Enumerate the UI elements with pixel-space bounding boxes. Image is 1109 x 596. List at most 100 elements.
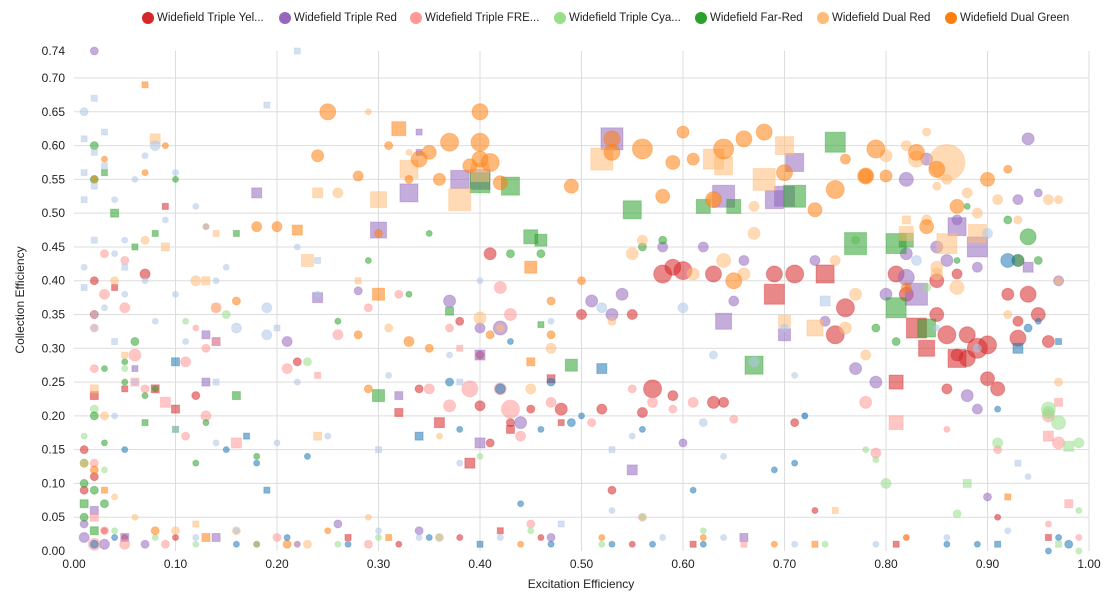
data-point[interactable] [860, 349, 872, 361]
data-point[interactable] [697, 241, 709, 253]
data-point[interactable] [100, 169, 108, 177]
data-point[interactable] [394, 289, 404, 299]
data-point[interactable] [443, 294, 457, 308]
data-point[interactable] [222, 263, 230, 271]
data-point[interactable] [201, 343, 211, 353]
data-point[interactable] [686, 267, 700, 281]
data-point[interactable] [505, 249, 515, 259]
data-point[interactable] [699, 533, 707, 541]
data-point[interactable] [888, 415, 904, 431]
data-point[interactable] [960, 389, 974, 403]
data-point[interactable] [844, 232, 868, 256]
data-point[interactable] [212, 378, 220, 386]
data-point[interactable] [312, 187, 324, 199]
data-point[interactable] [649, 540, 657, 548]
data-point[interactable] [598, 533, 606, 541]
data-point[interactable] [414, 384, 424, 394]
data-point[interactable] [687, 396, 699, 408]
data-point[interactable] [866, 139, 886, 159]
data-point[interactable] [763, 283, 785, 305]
data-point[interactable] [527, 527, 535, 535]
data-point[interactable] [212, 277, 220, 285]
data-point[interactable] [949, 279, 965, 295]
data-point[interactable] [627, 384, 637, 394]
data-point[interactable] [536, 249, 546, 259]
data-point[interactable] [891, 337, 901, 347]
data-point[interactable] [222, 446, 230, 454]
data-point[interactable] [1054, 276, 1064, 286]
data-point[interactable] [161, 142, 169, 150]
data-point[interactable] [578, 412, 585, 420]
data-point[interactable] [445, 377, 455, 387]
data-point[interactable] [111, 250, 119, 258]
data-point[interactable] [738, 254, 750, 266]
data-point[interactable] [363, 539, 373, 549]
data-point[interactable] [79, 458, 89, 468]
data-point[interactable] [910, 254, 922, 266]
data-point[interactable] [375, 533, 382, 541]
data-point[interactable] [159, 396, 171, 408]
data-point[interactable] [111, 493, 119, 501]
data-point[interactable] [455, 316, 465, 326]
data-point[interactable] [405, 148, 413, 156]
data-point[interactable] [929, 307, 945, 323]
data-point[interactable] [994, 513, 1002, 521]
data-point[interactable] [937, 325, 957, 345]
data-point[interactable] [838, 321, 852, 335]
data-point[interactable] [456, 425, 464, 433]
data-point[interactable] [698, 418, 708, 428]
data-point[interactable] [191, 391, 201, 401]
legend-item-triple-yellow[interactable]: Widefield Triple Yel... [142, 9, 264, 27]
data-point[interactable] [90, 324, 98, 332]
data-point[interactable] [596, 363, 608, 375]
data-point[interactable] [596, 403, 608, 415]
data-point[interactable] [483, 247, 497, 261]
data-point[interactable] [496, 533, 504, 541]
data-point[interactable] [994, 405, 1002, 413]
data-point[interactable] [869, 375, 883, 389]
data-point[interactable] [928, 160, 946, 178]
data-point[interactable] [563, 178, 579, 194]
data-point[interactable] [80, 196, 88, 204]
data-point[interactable] [1003, 215, 1013, 225]
data-point[interactable] [849, 362, 863, 376]
data-point[interactable] [503, 308, 517, 322]
data-point[interactable] [917, 318, 937, 338]
data-point[interactable] [372, 389, 385, 403]
data-point[interactable] [554, 402, 568, 416]
data-point[interactable] [636, 406, 648, 418]
data-point[interactable] [172, 169, 179, 177]
data-point[interactable] [89, 539, 99, 549]
data-point[interactable] [121, 236, 129, 244]
data-point[interactable] [334, 317, 342, 325]
data-point[interactable] [587, 418, 597, 428]
data-point[interactable] [374, 228, 383, 238]
data-point[interactable] [424, 343, 434, 353]
data-point[interactable] [79, 445, 89, 455]
data-point[interactable] [819, 295, 831, 307]
data-point[interactable] [943, 425, 951, 433]
data-point[interactable] [907, 143, 925, 161]
data-point[interactable] [190, 275, 202, 287]
data-point[interactable] [525, 383, 537, 395]
data-point[interactable] [1021, 132, 1035, 146]
data-point[interactable] [121, 365, 129, 373]
data-point[interactable] [121, 290, 129, 298]
data-point[interactable] [1064, 499, 1074, 509]
data-point[interactable] [791, 540, 799, 548]
data-point[interactable] [192, 459, 200, 467]
data-point[interactable] [647, 396, 659, 408]
data-point[interactable] [880, 477, 892, 489]
data-point[interactable] [971, 261, 983, 273]
data-point[interactable] [726, 198, 742, 214]
data-point[interactable] [537, 533, 545, 541]
data-point[interactable] [496, 527, 504, 535]
data-point[interactable] [182, 338, 190, 346]
data-point[interactable] [456, 344, 464, 352]
data-point[interactable] [414, 431, 424, 441]
data-point[interactable] [546, 330, 556, 340]
data-point[interactable] [526, 404, 536, 414]
data-point[interactable] [667, 390, 679, 402]
data-point[interactable] [78, 531, 90, 543]
data-point[interactable] [1064, 539, 1074, 549]
